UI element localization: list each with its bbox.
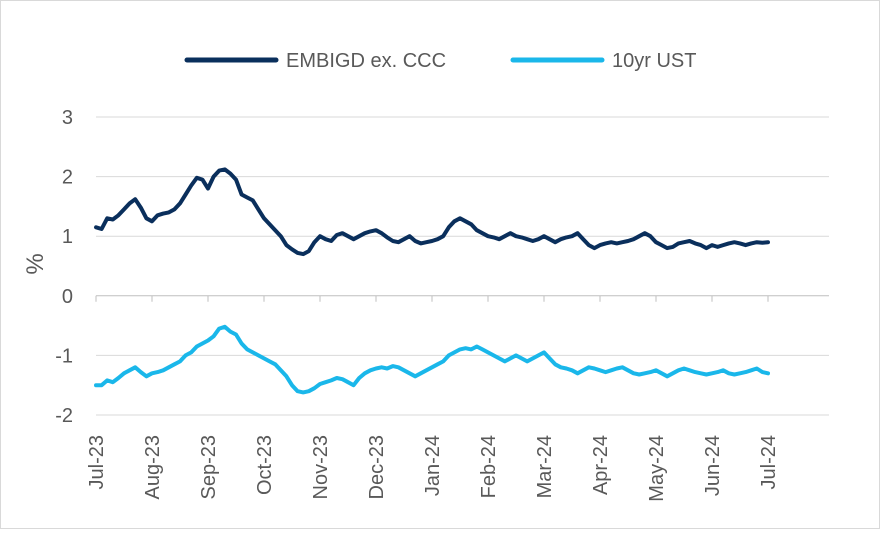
x-tick-label: Apr-24 (590, 435, 612, 495)
y-axis-ticks: 3 2 1 0 -1 -2 (55, 107, 73, 427)
y-tick-label: 0 (62, 286, 73, 308)
x-tick-label: Jan-24 (422, 435, 444, 496)
y-tick-label: 3 (62, 107, 73, 129)
x-tick-label: Nov-23 (310, 435, 332, 499)
x-tick-label: Jul-24 (758, 435, 780, 489)
legend-label-0: EMBIGD ex. CCC (286, 50, 446, 72)
x-tick-label: Sep-23 (198, 435, 220, 500)
legend-label-1: 10yr UST (612, 50, 696, 72)
x-tick-label: Dec-23 (366, 435, 388, 499)
series-lines (94, 167, 770, 395)
x-tick-label: May-24 (646, 435, 668, 502)
legend: EMBIGD ex. CCC 10yr UST (184, 50, 696, 72)
series-line-1 (94, 324, 770, 395)
gridlines (96, 116, 829, 416)
x-tick-label: Aug-23 (142, 435, 164, 500)
y-axis-label: % (22, 253, 49, 274)
x-tick-label: Mar-24 (534, 435, 556, 498)
x-tick-label: Jun-24 (702, 435, 724, 496)
y-tick-label: -2 (55, 405, 73, 427)
y-tick-label: 2 (62, 167, 73, 189)
x-tick-label: Jul-23 (86, 435, 108, 489)
x-axis: Jul-23 Aug-23 Sep-23 Oct-23 Nov-23 Dec-23 Jan-… (86, 295, 829, 502)
y-tick-label: -1 (55, 345, 73, 367)
x-tick-label: Feb-24 (478, 435, 500, 498)
y-tick-label: 1 (62, 226, 73, 248)
series-line-0 (94, 167, 770, 257)
x-tick-label: Oct-23 (254, 435, 276, 495)
